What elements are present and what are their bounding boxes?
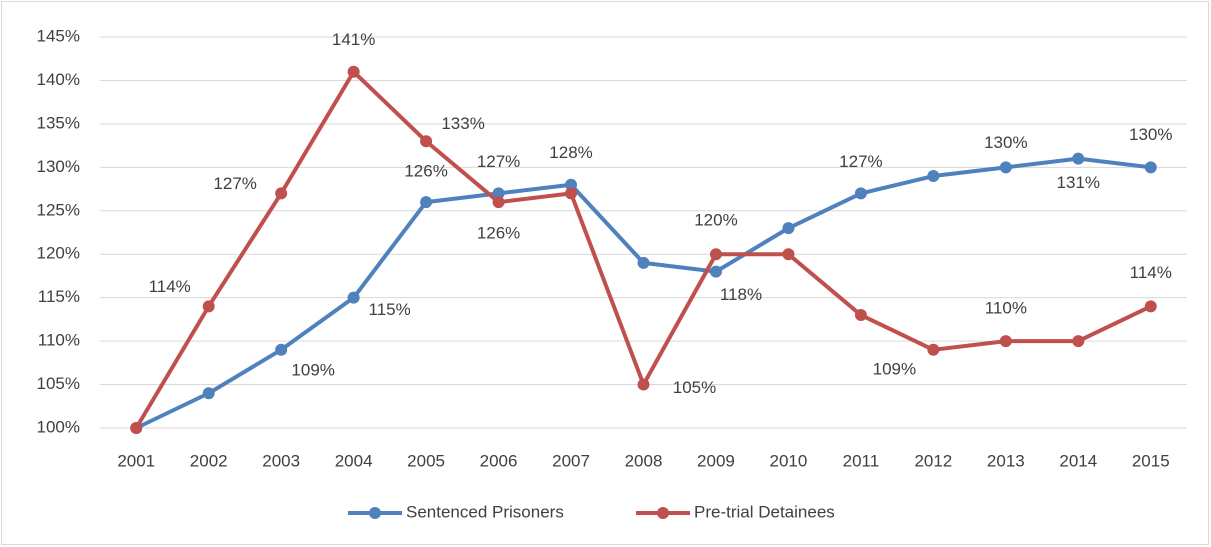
data-point [492, 196, 505, 209]
data-point [709, 248, 722, 261]
data-point [420, 135, 433, 148]
data-label: 133% [441, 114, 484, 133]
data-point [854, 187, 867, 200]
data-label: 105% [673, 378, 716, 397]
data-label: 126% [477, 224, 520, 243]
x-tick-label: 2005 [407, 451, 445, 470]
y-tick-label: 110% [38, 331, 80, 350]
data-point [565, 178, 578, 191]
x-tick-label: 2001 [117, 451, 155, 470]
data-label: 130% [984, 133, 1027, 152]
data-point [999, 335, 1012, 348]
data-label: 126% [404, 162, 447, 181]
y-tick-label: 105% [37, 374, 80, 393]
data-point [1144, 161, 1157, 174]
data-point [927, 343, 940, 356]
y-tick-label: 120% [37, 244, 80, 263]
data-point [1072, 152, 1085, 165]
data-point [782, 248, 795, 261]
y-tick-label: 125% [37, 200, 80, 219]
data-label: 127% [477, 152, 520, 171]
data-point [1144, 300, 1157, 313]
data-point [275, 343, 288, 356]
data-label: 127% [839, 152, 882, 171]
y-tick-label: 145% [37, 26, 80, 45]
data-label: 115% [369, 300, 411, 319]
x-tick-label: 2008 [625, 451, 663, 470]
data-point [927, 170, 940, 183]
data-label: 110% [985, 299, 1027, 318]
x-tick-label: 2004 [335, 451, 373, 470]
data-point [130, 422, 143, 434]
data-label: 130% [1129, 125, 1172, 144]
y-tick-label: 100% [37, 417, 80, 436]
data-label: 131% [1057, 173, 1100, 192]
y-tick-label: 135% [37, 113, 80, 132]
data-point [1072, 335, 1085, 348]
data-point [202, 387, 215, 400]
x-tick-label: 2012 [914, 451, 952, 470]
x-tick-label: 2007 [552, 451, 590, 470]
y-tick-label: 115% [38, 287, 80, 306]
legend-label: Pre-trial Detainees [694, 502, 835, 521]
data-point [565, 187, 578, 200]
data-label: 109% [291, 360, 334, 379]
x-tick-label: 2009 [697, 451, 735, 470]
data-point [347, 65, 360, 78]
x-tick-label: 2011 [843, 451, 880, 470]
x-tick-label: 2003 [262, 451, 300, 470]
x-tick-label: 2014 [1059, 451, 1097, 470]
data-label: 114% [149, 277, 191, 296]
data-point [782, 222, 795, 235]
legend-marker [369, 507, 381, 519]
data-label: 114% [1130, 263, 1172, 282]
data-point [492, 187, 505, 200]
x-tick-label: 2010 [770, 451, 808, 470]
legend-marker [657, 507, 669, 519]
data-point [999, 161, 1012, 174]
data-point [637, 378, 650, 391]
data-label: 109% [873, 359, 916, 378]
x-tick-label: 2006 [480, 451, 518, 470]
data-point [420, 196, 433, 209]
data-label: 127% [213, 174, 256, 193]
data-point [854, 309, 867, 322]
x-tick-label: 2015 [1132, 451, 1170, 470]
y-tick-label: 130% [37, 157, 80, 176]
data-label: 118% [720, 285, 762, 304]
data-point [347, 291, 360, 304]
data-point [202, 300, 215, 313]
data-point [709, 265, 722, 278]
data-point [637, 256, 650, 269]
data-label: 141% [332, 30, 375, 49]
x-tick-label: 2013 [987, 451, 1025, 470]
y-tick-label: 140% [37, 70, 80, 89]
data-label: 128% [549, 143, 592, 162]
data-point [275, 187, 288, 200]
x-tick-label: 2002 [190, 451, 228, 470]
legend-label: Sentenced Prisoners [406, 502, 564, 521]
data-label: 120% [694, 211, 737, 230]
